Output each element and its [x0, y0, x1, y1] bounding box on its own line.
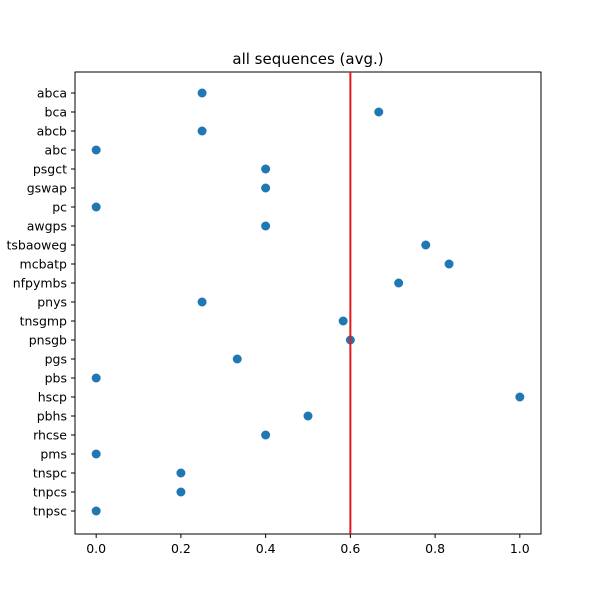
data-point	[374, 107, 384, 117]
data-point	[197, 297, 207, 307]
y-tick-label: nfpymbs	[13, 276, 67, 291]
y-tick-label: abc	[45, 143, 68, 158]
chart-title: all sequences (avg.)	[232, 50, 383, 68]
data-point	[261, 430, 271, 440]
x-tick-label: 0.2	[171, 541, 191, 556]
data-point	[176, 487, 186, 497]
data-point	[91, 145, 101, 155]
y-tick-label: tnspc	[33, 466, 67, 481]
y-tick-label: abcb	[37, 124, 67, 139]
data-point	[176, 468, 186, 478]
x-tick-label: 0.0	[86, 541, 106, 556]
y-tick-label: mcbatp	[20, 257, 68, 272]
data-point	[303, 411, 313, 421]
data-point	[91, 449, 101, 459]
data-point	[261, 221, 271, 231]
y-tick-label: rhcse	[33, 428, 67, 443]
y-tick-label: gswap	[27, 181, 67, 196]
y-tick-label: psgct	[33, 162, 67, 177]
y-tick-label: abca	[37, 86, 67, 101]
y-tick-label: pbs	[45, 371, 67, 386]
plot-area-frame	[74, 71, 542, 535]
y-tick-label: pnys	[37, 295, 67, 310]
y-tick-label: hscp	[38, 390, 67, 405]
y-tick-label: pbhs	[37, 409, 67, 424]
data-points	[91, 88, 525, 516]
y-tick-label: tnsgmp	[20, 314, 67, 329]
y-tick-label: pnsgb	[29, 333, 67, 348]
data-point	[197, 126, 207, 136]
data-point	[515, 392, 525, 402]
data-point	[197, 88, 207, 98]
data-point	[394, 278, 404, 288]
y-tick-label: pc	[52, 200, 67, 215]
y-tick-label: pgs	[45, 352, 67, 367]
data-point	[338, 316, 348, 326]
x-tick-label: 0.6	[340, 541, 360, 556]
data-point	[91, 506, 101, 516]
data-point	[421, 240, 431, 250]
y-tick-label: bca	[45, 105, 67, 120]
y-axis: abca bca abcb abc psgct gswap pc awgps tsbaoweg m…	[6, 86, 75, 519]
data-point	[91, 373, 101, 383]
y-tick-label: tsbaoweg	[6, 238, 67, 253]
y-tick-label: pms	[40, 447, 67, 462]
y-tick-label: awgps	[27, 219, 67, 234]
x-tick-label: 0.8	[425, 541, 445, 556]
x-axis: 0.0 0.2 0.4 0.6 0.8 1.0	[86, 534, 530, 556]
y-tick-label: tnpcs	[33, 485, 67, 500]
y-tick-label: tnpsc	[33, 504, 67, 519]
data-point	[91, 202, 101, 212]
data-point	[232, 354, 242, 364]
data-point	[444, 259, 454, 269]
x-tick-label: 0.4	[256, 541, 276, 556]
x-tick-label: 1.0	[510, 541, 530, 556]
data-point	[261, 164, 271, 174]
data-point	[261, 183, 271, 193]
